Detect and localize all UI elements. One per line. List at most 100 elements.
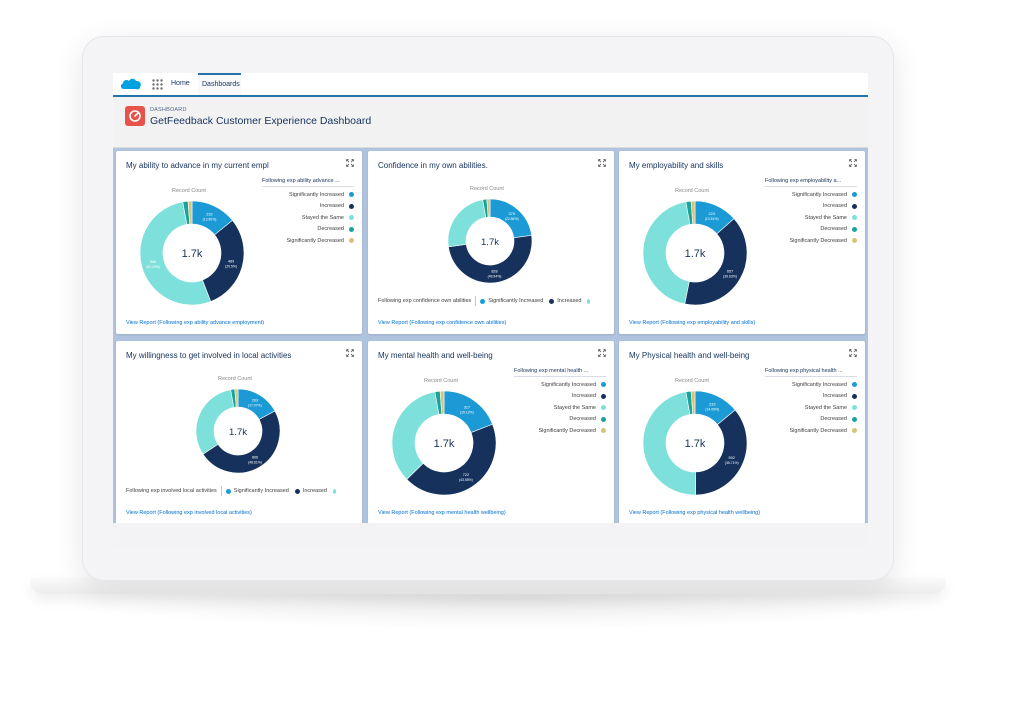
donut-slice[interactable]	[690, 200, 696, 225]
legend-item[interactable]: Significantly Decreased	[262, 235, 354, 247]
legend-item-label: Increased	[302, 488, 327, 494]
legend-item-label: Increased	[822, 203, 847, 210]
view-report-link[interactable]: View Report (Following exp mental health…	[378, 510, 506, 516]
view-report-link[interactable]: View Report (Following exp ability advan…	[126, 320, 265, 326]
donut-slice[interactable]	[234, 388, 239, 408]
donut-chart[interactable]: 317(19.12%) 722(43.55%) 1.7k	[390, 389, 498, 497]
legend-item[interactable]: Significantly Increased	[765, 189, 857, 201]
legend-dot-icon	[852, 226, 857, 232]
legend-item-label: Stayed the Same	[301, 214, 344, 221]
legend-item[interactable]: Increased	[765, 201, 857, 213]
dashboard-grid: My ability to advance in my current empl…	[113, 148, 868, 548]
donut-slice[interactable]	[439, 390, 445, 415]
salesforce-logo-icon[interactable]	[119, 76, 143, 92]
donut-slice[interactable]	[448, 235, 533, 284]
legend-item[interactable]: Decreased	[765, 414, 857, 426]
legend-item[interactable]: Significantly Increased	[514, 379, 606, 391]
legend-item[interactable]: Stayed the Same	[514, 402, 606, 414]
view-report-link[interactable]: View Report (Following exp physical heal…	[629, 510, 761, 516]
legend-item[interactable]: Increased	[549, 298, 581, 304]
slice-value-label: 806	[252, 455, 258, 459]
legend-dot-icon	[601, 382, 606, 388]
card-title: My ability to advance in my current empl	[126, 161, 269, 170]
legend-item[interactable]: Stayed the Same	[765, 402, 857, 414]
donut-slice[interactable]	[486, 198, 491, 218]
legend-dot-icon	[349, 238, 354, 244]
card-title: My Physical health and well-being	[629, 351, 750, 360]
legend-item[interactable]: Significantly Decreased	[514, 425, 606, 437]
screen: Home Dashboards DASHBOARD GetFeedback Cu…	[113, 73, 868, 548]
legend-item[interactable]: Increased	[262, 201, 354, 213]
donut-slice[interactable]	[642, 201, 691, 305]
donut-chart[interactable]: 379(22.86%) 828(49.94%) 1.7k	[446, 197, 534, 285]
donut-slice[interactable]	[139, 201, 212, 306]
expand-icon[interactable]	[849, 349, 857, 357]
expand-icon[interactable]	[346, 159, 354, 167]
legend-item[interactable]: Significantly Increased	[262, 189, 354, 201]
legend-item[interactable]: Significantly Increased	[225, 488, 289, 494]
legend-item[interactable]: Stayed the Same	[765, 212, 857, 224]
legend-item[interactable]: Decreased	[765, 224, 857, 236]
expand-icon[interactable]	[598, 159, 606, 167]
nav-tab-dashboards[interactable]: Dashboards	[198, 73, 241, 95]
donut-slice[interactable]	[684, 218, 748, 306]
legend-item[interactable]: Decreased	[514, 414, 606, 426]
card-title: My employability and skills	[629, 161, 724, 170]
legend-dot-icon	[852, 215, 857, 221]
expand-icon[interactable]	[849, 159, 857, 167]
slice-percent-label: (35.71%)	[725, 461, 739, 465]
legend-item[interactable]: Increased	[765, 391, 857, 403]
chart-legend: Following exp involved local activities S…	[126, 486, 358, 496]
slice-value-label: 283	[252, 399, 258, 403]
legend-item[interactable]: Significantly Decreased	[765, 425, 857, 437]
legend-dot-icon	[294, 488, 300, 494]
donut-slice[interactable]	[690, 390, 696, 415]
nav-home[interactable]: Home	[171, 80, 190, 87]
legend-title: Following exp involved local activities	[126, 488, 217, 494]
donut-chart[interactable]: 283(17.07%) 806(48.61%) 1.7k	[194, 387, 282, 475]
slice-percent-label: (14.05%)	[705, 407, 719, 411]
legend-item[interactable]: Significantly Increased	[480, 298, 543, 304]
legend-item[interactable]: Significantly Increased	[765, 379, 857, 391]
dashboard-card: My willingness to get involved in local …	[116, 341, 362, 524]
legend-dot-icon	[349, 226, 354, 232]
legend-item-label: Increased	[822, 393, 847, 400]
legend-item[interactable]: Stayed the Same	[262, 212, 354, 224]
legend-item[interactable]: Increased	[514, 391, 606, 403]
view-report-link[interactable]: View Report (Following exp confidence ow…	[378, 320, 507, 326]
legend-item[interactable]: Decreased	[262, 224, 354, 236]
legend-dot-icon	[601, 393, 606, 399]
slice-value-label: 722	[463, 473, 469, 477]
legend-title: Following exp physical health ...	[765, 368, 857, 377]
dashboard-card: My Physical health and well-being Record …	[619, 341, 865, 524]
legend-divider	[220, 486, 222, 496]
donut-slice[interactable]	[202, 410, 281, 474]
slice-percent-label: (39.63%)	[723, 274, 737, 278]
legend-item-label: Significantly Decreased	[789, 427, 847, 434]
donut-slice[interactable]	[202, 219, 245, 302]
dashboard-icon	[125, 106, 145, 126]
record-count-label: Record Count	[675, 188, 709, 194]
legend-dot-icon	[852, 405, 857, 411]
record-count-label: Record Count	[470, 186, 504, 192]
donut-slice[interactable]	[406, 423, 497, 496]
view-report-link[interactable]: View Report (Following exp employability…	[629, 320, 756, 326]
donut-slice[interactable]	[695, 409, 748, 496]
donut-slice[interactable]	[391, 391, 440, 480]
expand-icon[interactable]	[346, 349, 354, 357]
expand-icon[interactable]	[598, 349, 606, 357]
legend-dot-icon	[852, 393, 857, 399]
donut-chart[interactable]: 224(13.51%) 657(39.63%) 1.7k	[641, 199, 749, 307]
legend-item[interactable]: Increased	[294, 488, 327, 494]
legend-dot-icon	[349, 192, 354, 198]
laptop-base	[30, 578, 946, 594]
app-launcher-icon[interactable]	[152, 79, 163, 90]
donut-chart[interactable]: 232(13.99%) 489(29.5%) 866(52.23%) 1.7k	[138, 199, 246, 307]
donut-slice[interactable]	[195, 389, 235, 455]
legend-item-label: Significantly Increased	[791, 381, 847, 388]
donut-slice[interactable]	[642, 391, 697, 496]
legend-item[interactable]: Significantly Decreased	[765, 235, 857, 247]
donut-chart[interactable]: 233(14.05%) 592(35.71%) 1.7k	[641, 389, 749, 497]
view-report-link[interactable]: View Report (Following exp involved loca…	[126, 510, 252, 516]
donut-slice[interactable]	[187, 200, 193, 225]
